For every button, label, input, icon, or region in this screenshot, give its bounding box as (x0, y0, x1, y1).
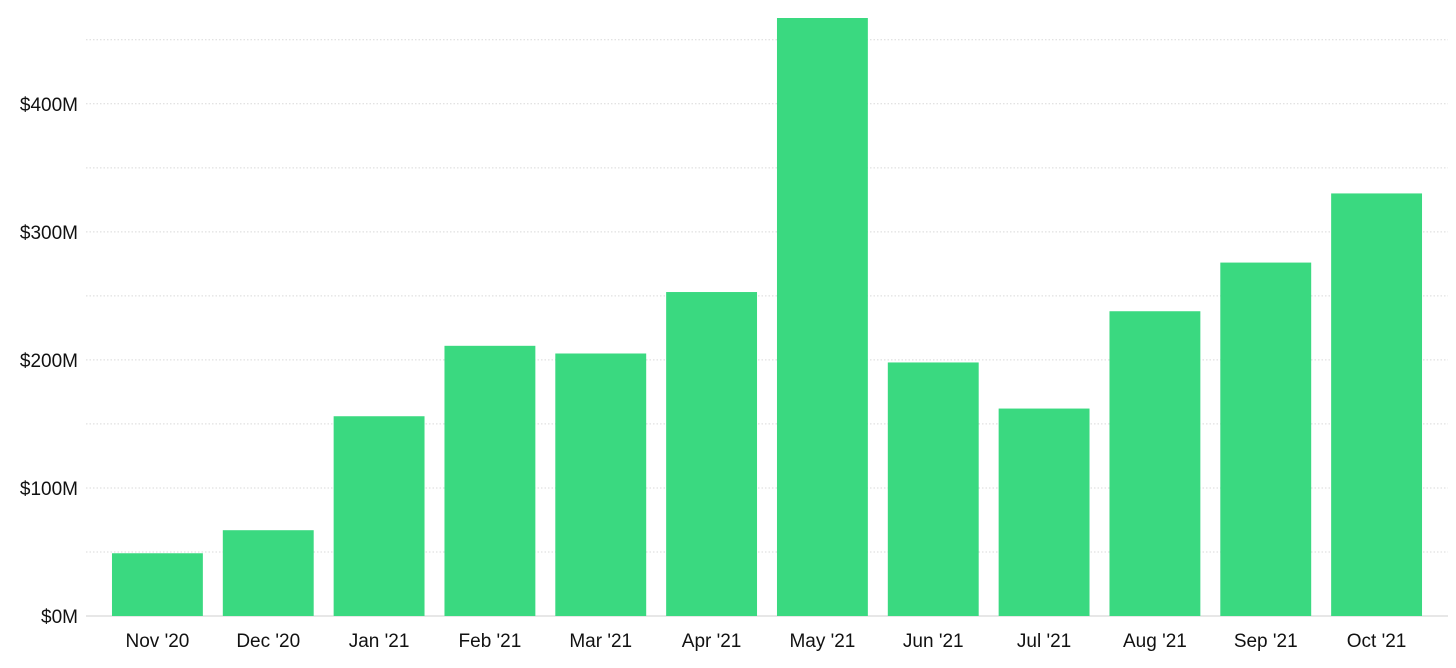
bar (1331, 193, 1423, 616)
bar (776, 18, 868, 616)
x-tick-label: Jul '21 (1017, 631, 1071, 652)
x-tick-label: May '21 (789, 631, 855, 652)
bar (1220, 262, 1312, 616)
x-tick-label: Mar '21 (569, 631, 632, 652)
y-tick-label: $400M (20, 95, 78, 116)
x-tick-label: Nov '20 (126, 631, 190, 652)
y-tick-label: $0M (41, 607, 78, 628)
bar (111, 553, 203, 616)
y-tick-label: $200M (20, 351, 78, 372)
y-axis-ticks: $0M $100M $200M $300M $400M (20, 95, 78, 628)
bar (555, 353, 647, 616)
y-tick-label: $300M (20, 223, 78, 244)
x-tick-label: Apr '21 (682, 631, 742, 652)
bar (444, 345, 536, 616)
y-tick-label: $100M (20, 479, 78, 500)
x-tick-label: Jun '21 (903, 631, 964, 652)
x-tick-label: Dec '20 (236, 631, 300, 652)
bar (887, 362, 979, 616)
bars (111, 18, 1423, 616)
x-tick-label: Aug '21 (1123, 631, 1187, 652)
bar (222, 530, 314, 616)
x-axis-ticks: Nov '20 Dec '20 Jan '21 Feb '21 Mar '21 Apr '… (126, 631, 1407, 652)
bar (666, 292, 758, 616)
x-tick-label: Feb '21 (459, 631, 522, 652)
bar (998, 408, 1090, 616)
x-tick-label: Oct '21 (1347, 631, 1407, 652)
bar (333, 416, 425, 616)
bar (1109, 311, 1201, 616)
x-tick-label: Jan '21 (349, 631, 410, 652)
x-tick-label: Sep '21 (1234, 631, 1298, 652)
